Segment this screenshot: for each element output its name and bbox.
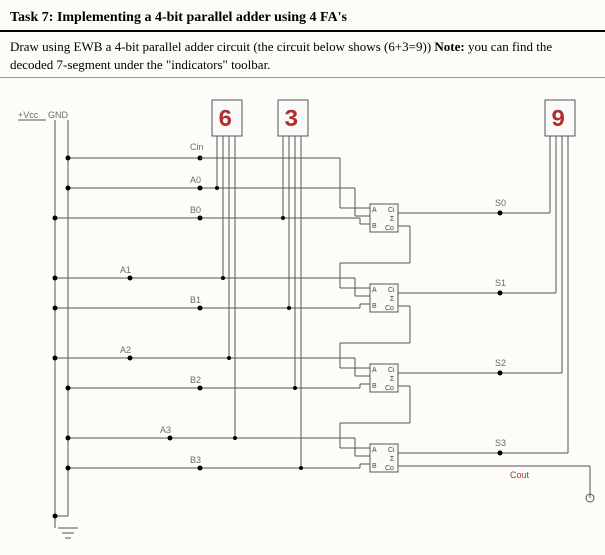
ssd-sum: 9: [545, 100, 575, 146]
b1-label: B1: [190, 295, 201, 305]
svg-text:Σ: Σ: [390, 296, 395, 303]
ssd-a: 6: [212, 100, 242, 146]
cin-label: Cin: [190, 142, 204, 152]
svg-text:Σ: Σ: [390, 456, 395, 463]
svg-text:Co: Co: [385, 385, 394, 392]
ssd-b-digit: 3: [284, 107, 298, 134]
circuit-diagram: +Vcc GND 6 3 9 Cin: [0, 78, 605, 550]
svg-text:A: A: [372, 367, 377, 374]
instruction-text-3: circuit (the circuit below shows (6+3=9)…: [214, 39, 435, 54]
svg-text:Ci: Ci: [388, 447, 395, 454]
instruction-text-2: 4-bit parallel adder: [115, 39, 214, 54]
svg-text:B: B: [372, 383, 377, 390]
circuit-svg: +Vcc GND 6 3 9 Cin: [0, 78, 605, 550]
a2-label: A2: [120, 345, 131, 355]
task-title: Task 7: Implementing a 4-bit parallel ad…: [10, 10, 347, 25]
svg-text:A: A: [372, 447, 377, 454]
gnd-label: GND: [48, 110, 69, 120]
svg-text:A: A: [372, 287, 377, 294]
a3-label: A3: [160, 425, 171, 435]
svg-text:A: A: [372, 207, 377, 214]
fa-3: A3 B3 A B Ci Σ Co S3 Cout: [66, 425, 595, 502]
instruction-note-label: Note:: [434, 39, 464, 54]
s3-label: S3: [495, 438, 506, 448]
a1-label: A1: [120, 265, 131, 275]
svg-text:Σ: Σ: [390, 216, 395, 223]
s0-label: S0: [495, 198, 506, 208]
ssd-a-digit: 6: [218, 107, 232, 134]
svg-text:Co: Co: [385, 465, 394, 472]
svg-text:Ci: Ci: [388, 287, 395, 294]
svg-text:Σ: Σ: [390, 376, 395, 383]
b0-label: B0: [190, 205, 201, 215]
ssd-sum-digit: 9: [551, 107, 565, 134]
fa-2: A2 B2 A B Ci Σ Co S2: [53, 345, 563, 448]
b3-label: B3: [190, 455, 201, 465]
instruction-text-1: Draw using EWB a: [10, 39, 115, 54]
svg-text:Ci: Ci: [388, 207, 395, 214]
s2-label: S2: [495, 358, 506, 368]
svg-text:B: B: [372, 223, 377, 230]
a0-label: A0: [190, 175, 201, 185]
svg-text:B: B: [372, 463, 377, 470]
svg-text:Co: Co: [385, 305, 394, 312]
task-header: Task 7: Implementing a 4-bit parallel ad…: [0, 0, 605, 32]
cout-label: Cout: [510, 470, 530, 480]
b2-label: B2: [190, 375, 201, 385]
task-instruction: Draw using EWB a 4-bit parallel adder ci…: [0, 32, 605, 78]
svg-text:Co: Co: [385, 225, 394, 232]
ssd-b: 3: [278, 100, 308, 146]
svg-text:B: B: [372, 303, 377, 310]
s1-label: S1: [495, 278, 506, 288]
svg-text:Ci: Ci: [388, 367, 395, 374]
vcc-label: +Vcc: [18, 110, 39, 120]
